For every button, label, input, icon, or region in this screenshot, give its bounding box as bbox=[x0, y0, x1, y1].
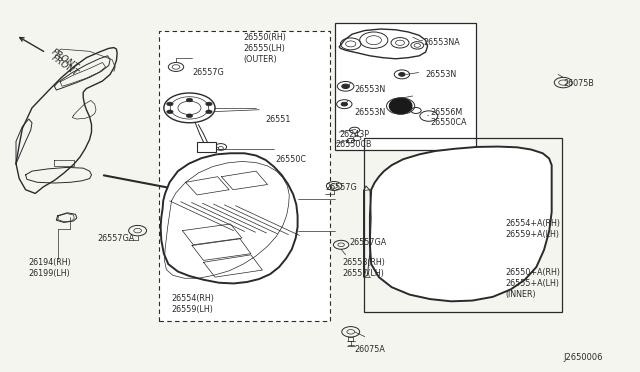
Polygon shape bbox=[161, 153, 298, 283]
Text: 26194(RH): 26194(RH) bbox=[29, 258, 72, 267]
Text: 26559(LH): 26559(LH) bbox=[172, 305, 213, 314]
Text: 26199(LH): 26199(LH) bbox=[29, 269, 70, 278]
Text: 26554(RH): 26554(RH) bbox=[172, 294, 214, 303]
Text: 26557G: 26557G bbox=[192, 68, 224, 77]
Text: 26550(RH): 26550(RH) bbox=[243, 33, 286, 42]
Text: 26554+A(RH): 26554+A(RH) bbox=[506, 219, 561, 228]
Text: 26550CA: 26550CA bbox=[430, 118, 467, 126]
Circle shape bbox=[341, 102, 348, 106]
Ellipse shape bbox=[389, 98, 412, 114]
Polygon shape bbox=[370, 147, 552, 301]
Text: 26557GA: 26557GA bbox=[97, 234, 134, 243]
Circle shape bbox=[186, 98, 193, 102]
Text: 26555(LH): 26555(LH) bbox=[243, 44, 285, 53]
Circle shape bbox=[342, 84, 349, 89]
Text: 26555+A(LH): 26555+A(LH) bbox=[506, 279, 559, 288]
Text: 26558(RH): 26558(RH) bbox=[342, 258, 385, 267]
Text: 26557(LH): 26557(LH) bbox=[342, 269, 384, 278]
Text: 26559+A(LH): 26559+A(LH) bbox=[506, 230, 559, 239]
Text: 26075A: 26075A bbox=[355, 345, 385, 354]
Text: 26553NA: 26553NA bbox=[424, 38, 460, 46]
Text: FRONT: FRONT bbox=[50, 47, 80, 72]
Text: 26557G: 26557G bbox=[325, 183, 357, 192]
Text: 26243P: 26243P bbox=[339, 130, 369, 139]
Text: 26557GA: 26557GA bbox=[349, 238, 387, 247]
Circle shape bbox=[205, 102, 212, 106]
Bar bbox=[197, 142, 216, 152]
Text: FRONT: FRONT bbox=[50, 53, 80, 78]
Text: (INNER): (INNER) bbox=[506, 290, 536, 299]
Text: 26553N: 26553N bbox=[354, 108, 385, 117]
Text: 26550+A(RH): 26550+A(RH) bbox=[506, 268, 561, 277]
Circle shape bbox=[167, 110, 173, 114]
Text: 26550CB: 26550CB bbox=[335, 140, 372, 149]
Text: 26553N: 26553N bbox=[354, 85, 385, 94]
FancyBboxPatch shape bbox=[335, 23, 476, 150]
Text: 26075B: 26075B bbox=[563, 79, 594, 88]
Circle shape bbox=[205, 110, 212, 114]
Text: (OUTER): (OUTER) bbox=[243, 55, 277, 64]
Text: 26553N: 26553N bbox=[426, 70, 457, 79]
Text: 26556M: 26556M bbox=[430, 108, 462, 117]
Circle shape bbox=[167, 102, 173, 106]
Text: 26551: 26551 bbox=[266, 115, 291, 124]
FancyBboxPatch shape bbox=[159, 31, 330, 321]
Circle shape bbox=[399, 73, 405, 76]
Circle shape bbox=[186, 114, 193, 118]
Text: J2650006: J2650006 bbox=[563, 353, 603, 362]
Text: 26550C: 26550C bbox=[275, 155, 306, 164]
